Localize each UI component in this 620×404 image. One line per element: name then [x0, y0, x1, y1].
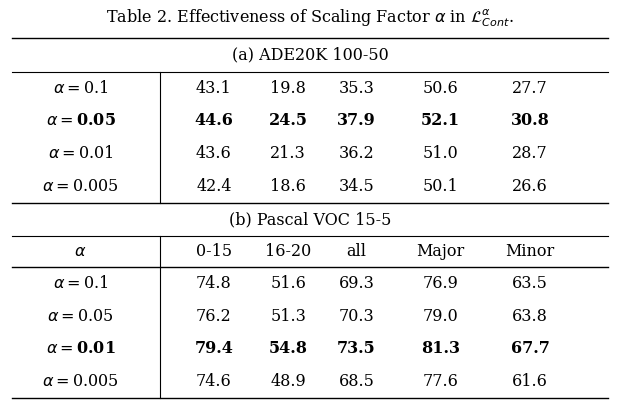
Text: 76.2: 76.2 — [196, 307, 232, 325]
Text: Table 2. Effectiveness of Scaling Factor $\alpha$ in $\mathcal{L}^{\alpha}_{Cont: Table 2. Effectiveness of Scaling Factor… — [106, 7, 514, 29]
Text: $\alpha = $0.01: $\alpha = $0.01 — [48, 145, 113, 162]
Text: 42.4: 42.4 — [196, 178, 232, 195]
Text: 50.1: 50.1 — [422, 178, 458, 195]
Text: Minor: Minor — [505, 243, 555, 260]
Text: 43.6: 43.6 — [196, 145, 232, 162]
Text: 76.9: 76.9 — [422, 275, 458, 292]
Text: 74.6: 74.6 — [196, 373, 232, 390]
Text: 63.5: 63.5 — [512, 275, 548, 292]
Text: $\alpha = $0.01: $\alpha = $0.01 — [46, 340, 115, 358]
Text: Major: Major — [416, 243, 464, 260]
Text: 63.8: 63.8 — [512, 307, 548, 325]
Text: 36.2: 36.2 — [339, 145, 374, 162]
Text: 61.6: 61.6 — [512, 373, 548, 390]
Text: 77.6: 77.6 — [422, 373, 458, 390]
Text: 43.1: 43.1 — [196, 80, 232, 97]
Text: (a) ADE20K 100-50: (a) ADE20K 100-50 — [232, 46, 388, 64]
Text: 27.7: 27.7 — [512, 80, 548, 97]
Text: 79.0: 79.0 — [422, 307, 458, 325]
Text: 48.9: 48.9 — [270, 373, 306, 390]
Text: 44.6: 44.6 — [195, 112, 233, 130]
Text: $\alpha = $0.1: $\alpha = $0.1 — [53, 275, 108, 292]
Text: $\alpha = $0.05: $\alpha = $0.05 — [47, 307, 114, 325]
Text: 54.8: 54.8 — [269, 340, 308, 358]
Text: 51.0: 51.0 — [422, 145, 458, 162]
Text: 81.3: 81.3 — [421, 340, 459, 358]
Text: 18.6: 18.6 — [270, 178, 306, 195]
Text: 28.7: 28.7 — [512, 145, 548, 162]
Text: 50.6: 50.6 — [422, 80, 458, 97]
Text: 24.5: 24.5 — [269, 112, 308, 130]
Text: 37.9: 37.9 — [337, 112, 376, 130]
Text: $\alpha$: $\alpha$ — [74, 243, 87, 260]
Text: 0-15: 0-15 — [196, 243, 232, 260]
Text: 70.3: 70.3 — [339, 307, 374, 325]
Text: $\alpha = $0.005: $\alpha = $0.005 — [42, 373, 119, 390]
Text: $\alpha = $0.05: $\alpha = $0.05 — [46, 112, 115, 130]
Text: 74.8: 74.8 — [196, 275, 232, 292]
Text: 26.6: 26.6 — [512, 178, 548, 195]
Text: $\alpha = $0.005: $\alpha = $0.005 — [42, 178, 119, 195]
Text: 68.5: 68.5 — [339, 373, 374, 390]
Text: $\alpha = $0.1: $\alpha = $0.1 — [53, 80, 108, 97]
Text: 52.1: 52.1 — [420, 112, 460, 130]
Text: 79.4: 79.4 — [195, 340, 233, 358]
Text: 51.3: 51.3 — [270, 307, 306, 325]
Text: 51.6: 51.6 — [270, 275, 306, 292]
Text: 35.3: 35.3 — [339, 80, 374, 97]
Text: 34.5: 34.5 — [339, 178, 374, 195]
Text: 30.8: 30.8 — [511, 112, 549, 130]
Text: all: all — [347, 243, 366, 260]
Text: 67.7: 67.7 — [511, 340, 549, 358]
Text: 21.3: 21.3 — [270, 145, 306, 162]
Text: 19.8: 19.8 — [270, 80, 306, 97]
Text: 16-20: 16-20 — [265, 243, 311, 260]
Text: 73.5: 73.5 — [337, 340, 376, 358]
Text: 69.3: 69.3 — [339, 275, 374, 292]
Text: (b) Pascal VOC 15-5: (b) Pascal VOC 15-5 — [229, 211, 391, 228]
